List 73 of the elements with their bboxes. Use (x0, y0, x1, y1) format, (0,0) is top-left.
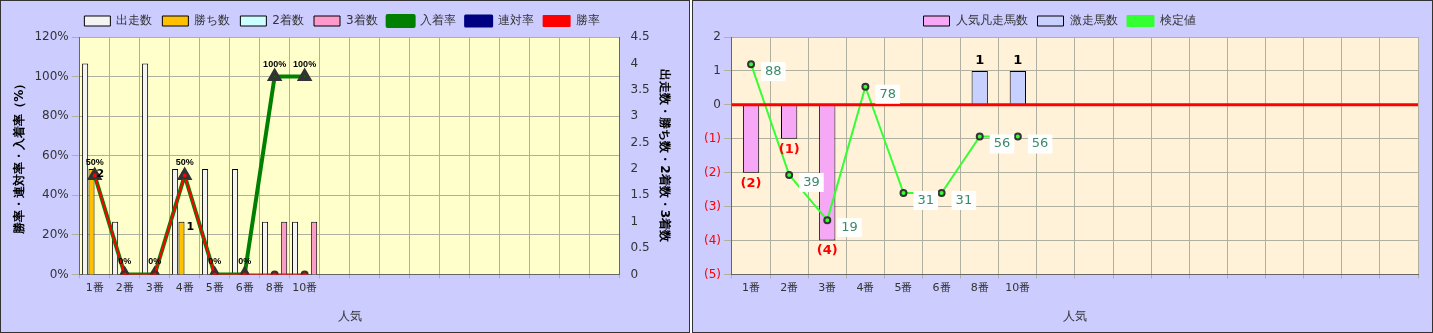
y-tick-label: 120% (34, 29, 69, 44)
x-tick-label: 8番 (265, 280, 284, 294)
legend-label: 激走馬数 (1069, 13, 1118, 28)
x-tick-label: 3番 (145, 280, 164, 294)
y2-tick-label: 2 (630, 161, 639, 176)
x-tick-label: 4番 (856, 280, 875, 294)
x-axis-title: 人気 (337, 308, 362, 323)
data-label: 100% (263, 58, 287, 69)
y-tick-label: 60% (42, 147, 69, 162)
y2-tick-label: 3 (630, 108, 639, 123)
y-tick-label: 1 (713, 63, 721, 78)
x-tick-label: 8番 (970, 280, 989, 294)
data-label: 78 (879, 85, 896, 101)
y-tick-label: (5) (704, 266, 721, 281)
data-label: 100% (293, 58, 317, 69)
y-axis-title: 勝率・連対率・入着率（%） (12, 77, 27, 235)
x-axis-title: 人気 (1063, 308, 1087, 323)
y2-tick-label: 1.5 (630, 187, 650, 202)
y-tick-label: (4) (704, 232, 721, 247)
data-label: 1 (975, 51, 985, 67)
data-label: 31 (917, 191, 935, 207)
x-tick-label: 1番 (742, 280, 761, 294)
legend-label: 連対率 (497, 13, 534, 28)
data-label: 19 (841, 219, 858, 235)
x-tick-label: 5番 (205, 280, 224, 294)
y2-tick-label: 4.5 (630, 29, 650, 44)
data-label: 31 (955, 191, 973, 207)
y-tick-label: 0% (49, 266, 69, 281)
data-label: 56 (1031, 135, 1049, 151)
x-tick-label: 3番 (818, 280, 837, 294)
y-tick-label: 0 (713, 96, 721, 111)
data-label: 88 (765, 63, 782, 79)
y-tick-label: 2 (713, 29, 721, 44)
data-label: 50% (175, 157, 194, 168)
x-tick-label: 10番 (292, 280, 318, 294)
x-tick-label: 2番 (115, 280, 134, 294)
data-label: 56 (993, 135, 1011, 151)
legend-label: 3着数 (346, 13, 378, 28)
x-tick-label: 4番 (175, 280, 194, 294)
y2-tick-label: 4 (630, 55, 639, 70)
data-label: 2 (96, 167, 105, 181)
data-label: (4) (816, 242, 838, 258)
x-tick-label: 5番 (894, 280, 913, 294)
y-tick-label: 100% (34, 68, 69, 83)
y2-tick-label: 1 (630, 213, 639, 228)
legend-label: 人気凡走馬数 (955, 13, 1028, 28)
y2-tick-label: 0.5 (630, 240, 650, 255)
data-label: 1 (1013, 51, 1023, 67)
x-tick-label: 6番 (932, 280, 951, 294)
x-tick-label: 2番 (780, 280, 799, 294)
y-tick-label: (2) (704, 164, 721, 179)
x-tick-label: 6番 (235, 280, 254, 294)
data-label: 39 (803, 173, 820, 189)
legend-label: 入着率 (419, 13, 456, 28)
legend-label: 出走数 (116, 13, 153, 28)
y-tick-label: 80% (42, 108, 69, 123)
y-tick-label: 20% (42, 226, 69, 241)
y2-tick-label: 2.5 (630, 134, 650, 149)
data-label: (2) (740, 174, 762, 190)
data-label: (1) (778, 140, 800, 156)
y-tick-label: 40% (42, 187, 69, 202)
legend-label: 勝ち数 (194, 13, 231, 28)
x-tick-label: 1番 (85, 280, 104, 294)
y2-axis-title: 出走数・勝ち数・2着数・3着数 (657, 69, 672, 244)
x-tick-label: 10番 (1005, 280, 1031, 294)
y2-tick-label: 0 (630, 266, 639, 281)
legend-label: 検定値 (1159, 13, 1196, 28)
legend-label: 勝率 (575, 13, 600, 28)
y2-tick-label: 3.5 (630, 81, 650, 96)
y-tick-label: (3) (704, 198, 721, 213)
data-label: 1 (186, 220, 195, 233)
y-tick-label: (1) (704, 130, 721, 145)
legend-label: 2着数 (272, 13, 305, 28)
